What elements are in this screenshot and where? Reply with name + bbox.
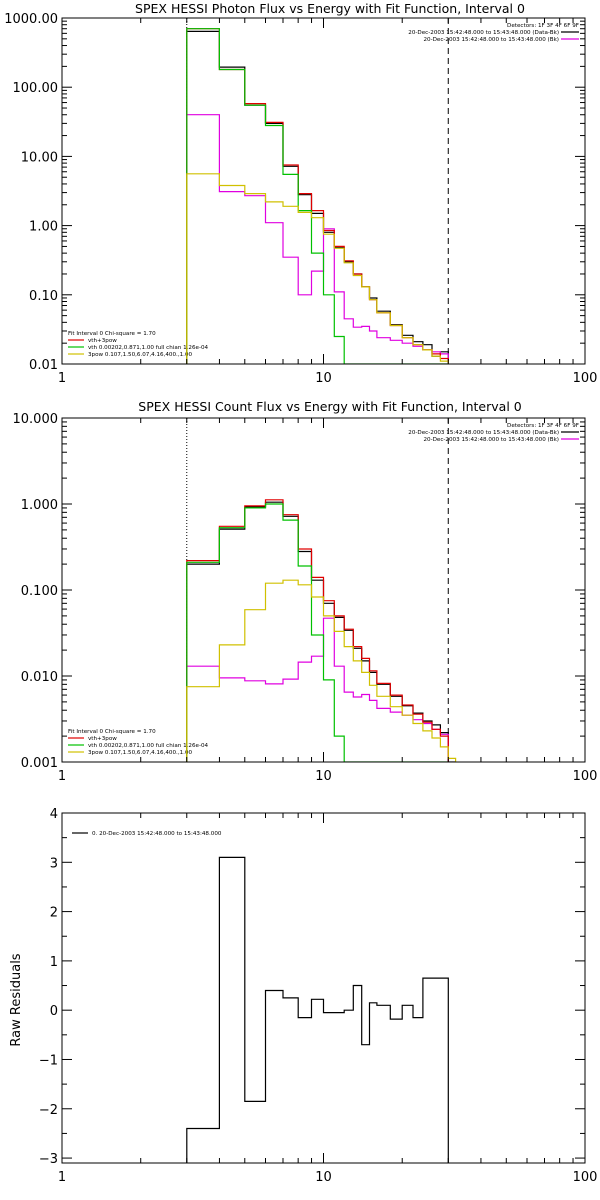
legend-text: 20-Dec-2003 15:42:48.000 to 15:43:48.000… [423, 37, 559, 43]
y-tick-label: 0.001 [21, 756, 58, 771]
y-tick-label: −1 [39, 1053, 58, 1068]
series-vth-3pow [186, 499, 449, 762]
legend-text: vth 0.00202,0.871,1.00 full chian 1.26e-… [88, 345, 209, 351]
series-vth-3pow [186, 28, 449, 364]
x-tick-label: 10 [315, 769, 332, 784]
count-flux-title: SPEX HESSI Count Flux vs Energy with Fit… [138, 399, 521, 414]
residuals-legend: 0. 20-Dec-2003 15:42:48.000 to 15:43:48.… [72, 831, 222, 837]
y-tick-label: 100.00 [13, 81, 59, 96]
legend-text: 0. 20-Dec-2003 15:42:48.000 to 15:43:48.… [92, 831, 222, 837]
x-tick-label: 10 [315, 1170, 332, 1185]
residuals-panel: Raw Residuals 0. 20-Dec-2003 15:42:48.00… [9, 807, 597, 1185]
x-tick-label: 10 [315, 371, 332, 386]
legend-text: Fit Interval 0 Chi-square = 1.70 [68, 331, 156, 337]
y-tick-label: 3 [50, 856, 58, 871]
series-3pow [186, 579, 457, 762]
y-tick-label: 1.000 [21, 498, 58, 513]
y-tick-label: −3 [39, 1152, 58, 1167]
photon-flux-title: SPEX HESSI Photon Flux vs Energy with Fi… [135, 1, 525, 16]
legend-text: Detectors: 1F 3F 4F 6F 9F [507, 23, 579, 29]
y-tick-label: 2 [50, 906, 58, 921]
photon-flux-panel: SPEX HESSI Photon Flux vs Energy with Fi… [4, 1, 597, 386]
x-tick-label: 100 [573, 371, 598, 386]
plot-frame [61, 17, 586, 365]
photon-legend-bottom-left: Fit Interval 0 Chi-square = 1.70vth+3pow… [68, 331, 209, 358]
y-tick-label: 1 [50, 955, 58, 970]
y-tick-label: 4 [50, 807, 58, 822]
plot-area [186, 499, 457, 762]
count-legend-bottom-left: Fit Interval 0 Chi-square = 1.70vth+3pow… [68, 729, 209, 756]
legend-text: 3pow 0.107,1.50,6.07,4.16,400.,1.00 [88, 750, 193, 756]
series-vth [186, 503, 449, 762]
series-data-bk [186, 30, 449, 364]
series-bk [186, 617, 449, 762]
y-tick-label: 0.100 [21, 584, 58, 599]
x-tick-label: 100 [573, 769, 598, 784]
y-tick-label: 0.01 [29, 358, 58, 373]
x-tick-label: 1 [58, 371, 66, 386]
plot-area [186, 28, 449, 364]
series-3pow [186, 173, 449, 364]
y-tick-label: 1.00 [29, 220, 58, 235]
plot-frame [61, 812, 586, 1164]
legend-text: 20-Dec-2003 15:42:48.000 to 15:43:48.000… [408, 30, 559, 36]
x-tick-label: 100 [573, 1170, 598, 1185]
y-tick-label: 1000.00 [4, 12, 58, 27]
count-flux-panel: SPEX HESSI Count Flux vs Energy with Fit… [13, 399, 598, 784]
legend-text: vth 0.00202,0.871,1.00 full chian 1.26e-… [88, 743, 209, 749]
series-bk [186, 114, 449, 364]
legend-text: vth+3pow [88, 338, 117, 344]
y-tick-label: 0 [50, 1004, 58, 1019]
legend-text: 20-Dec-2003 15:42:48.000 to 15:43:48.000… [423, 437, 559, 443]
series-vth [186, 28, 449, 364]
y-tick-label: −2 [39, 1103, 58, 1118]
y-tick-label: 0.10 [29, 289, 58, 304]
plot-area [186, 856, 449, 1163]
residuals-y-label: Raw Residuals [9, 953, 24, 1046]
x-tick-label: 1 [58, 769, 66, 784]
y-tick-label: 0.010 [21, 670, 58, 685]
legend-text: 20-Dec-2003 15:42:48.000 to 15:43:48.000… [408, 430, 559, 436]
legend-text: vth+3pow [88, 736, 117, 742]
legend-text: Detectors: 1F 3F 4F 6F 9F [507, 423, 579, 429]
y-tick-label: 10.00 [21, 150, 58, 165]
legend-text: 3pow 0.107,1.50,6.07,4.16,400.,1.00 [88, 352, 193, 358]
series-0-20-dec-2003-15-42-48-000-to-15-43-48-000 [186, 856, 449, 1163]
y-tick-label: 10.000 [13, 412, 59, 427]
legend-text: Fit Interval 0 Chi-square = 1.70 [68, 729, 156, 735]
x-tick-label: 1 [58, 1170, 66, 1185]
